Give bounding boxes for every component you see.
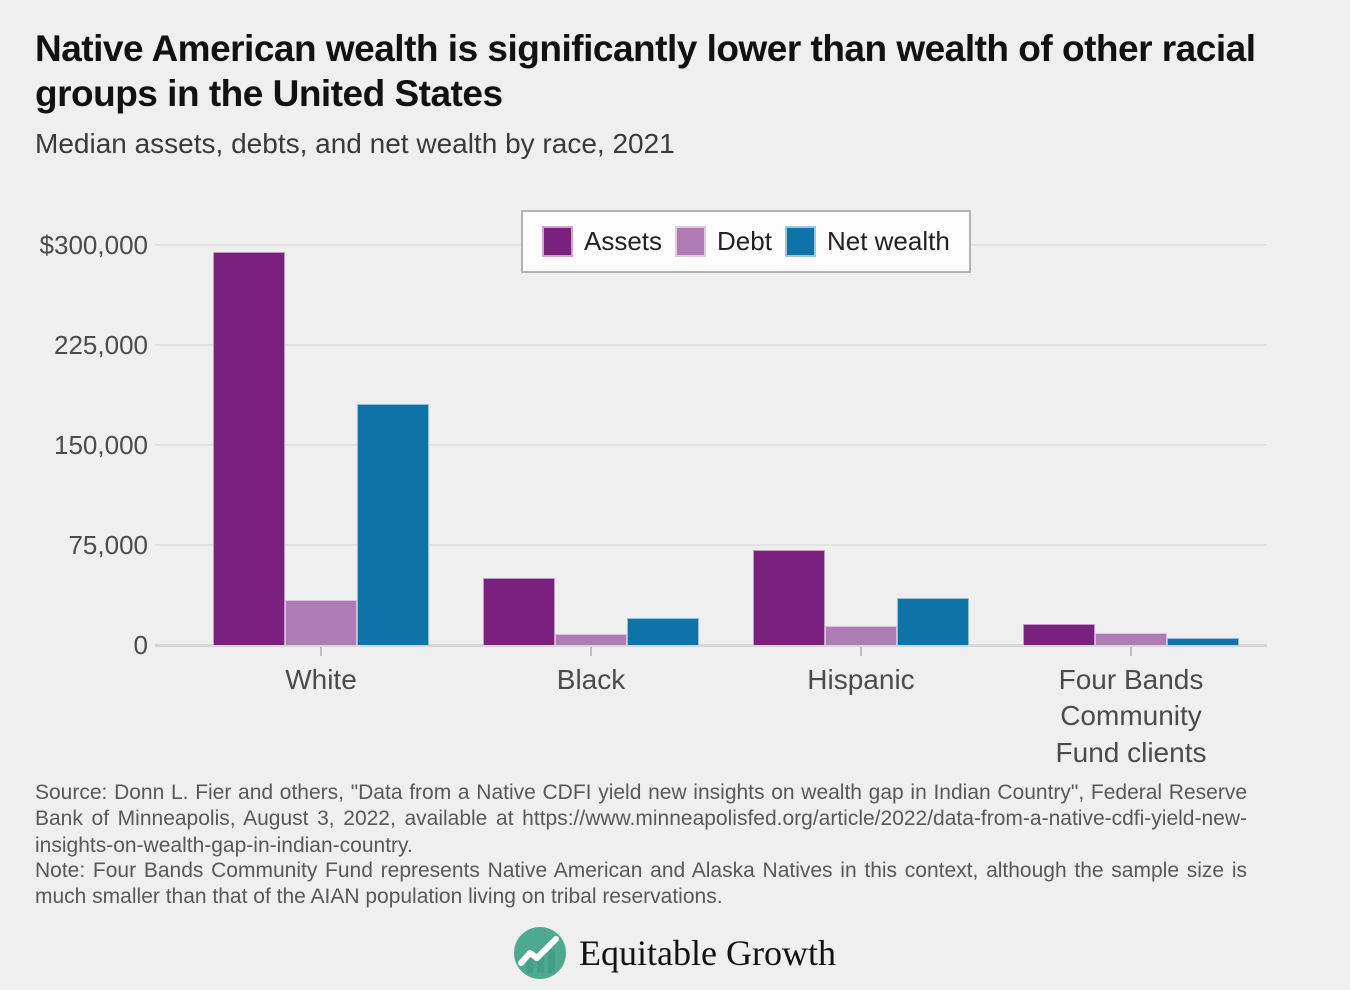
x-axis-label-four-bands: Four Bands Community Fund clients: [1055, 664, 1207, 768]
logo-text: Equitable Growth: [579, 933, 836, 973]
bar-assets-hispanic: [753, 550, 825, 645]
source-text: Source: Donn L. Fier and others, "Data f…: [35, 781, 1247, 857]
bar-debt-four-bands: [1095, 633, 1167, 645]
y-axis-label-225000: 225,000: [54, 330, 148, 360]
x-axis-label-black: Black: [556, 664, 626, 695]
legend-item-debt: Debt: [675, 226, 772, 257]
footer-logo: Equitable Growth: [0, 924, 1350, 982]
y-axis-label-75000: 75,000: [68, 530, 148, 560]
legend-swatch-net-wealth: [784, 226, 816, 257]
x-axis-tick-black: [590, 647, 592, 656]
legend-swatch-assets: [542, 226, 573, 257]
x-axis-label-white: White: [285, 664, 357, 695]
y-axis-label-300000: $300,000: [39, 230, 148, 260]
bar-net-wealth-hispanic: [897, 598, 969, 645]
page-subtitle: Median assets, debts, and net wealth by …: [35, 128, 675, 159]
chart-legend: Assets Debt Net wealth: [521, 210, 971, 273]
page-title: Native American wealth is significantly …: [35, 28, 1256, 115]
y-axis-label-150000: 150,000: [54, 430, 148, 460]
bar-net-wealth-four-bands: [1167, 638, 1239, 645]
bar-assets-four-bands: [1023, 624, 1095, 645]
y-axis-label-0: 0: [133, 630, 148, 660]
legend-item-assets: Assets: [542, 226, 662, 257]
legend-label-assets: Assets: [584, 226, 663, 256]
bar-debt-white: [285, 600, 357, 645]
x-axis-tick-four-bands: [1130, 647, 1132, 656]
legend-item-net-wealth: Net wealth: [784, 226, 950, 257]
bar-net-wealth-black: [627, 618, 699, 645]
x-axis-tick-white: [320, 647, 322, 656]
bar-net-wealth-white: [357, 404, 429, 645]
gridline-150000: [155, 444, 1267, 446]
legend-label-debt: Debt: [717, 226, 772, 256]
bar-debt-hispanic: [825, 626, 897, 645]
gridline-0: [155, 644, 1267, 647]
bar-assets-white: [213, 252, 285, 645]
equitable-growth-logo-icon: [514, 927, 567, 979]
legend-label-net-wealth: Net wealth: [826, 226, 950, 256]
bar-debt-black: [555, 634, 627, 645]
gridline-75000: [155, 544, 1267, 546]
legend-swatch-debt: [675, 226, 707, 257]
gridline-225000: [155, 344, 1267, 346]
note-text: Note: Four Bands Community Fund represen…: [35, 859, 1247, 909]
bar-assets-black: [483, 578, 555, 645]
x-axis-label-hispanic: Hispanic: [807, 664, 915, 695]
x-axis-tick-hispanic: [860, 647, 862, 656]
